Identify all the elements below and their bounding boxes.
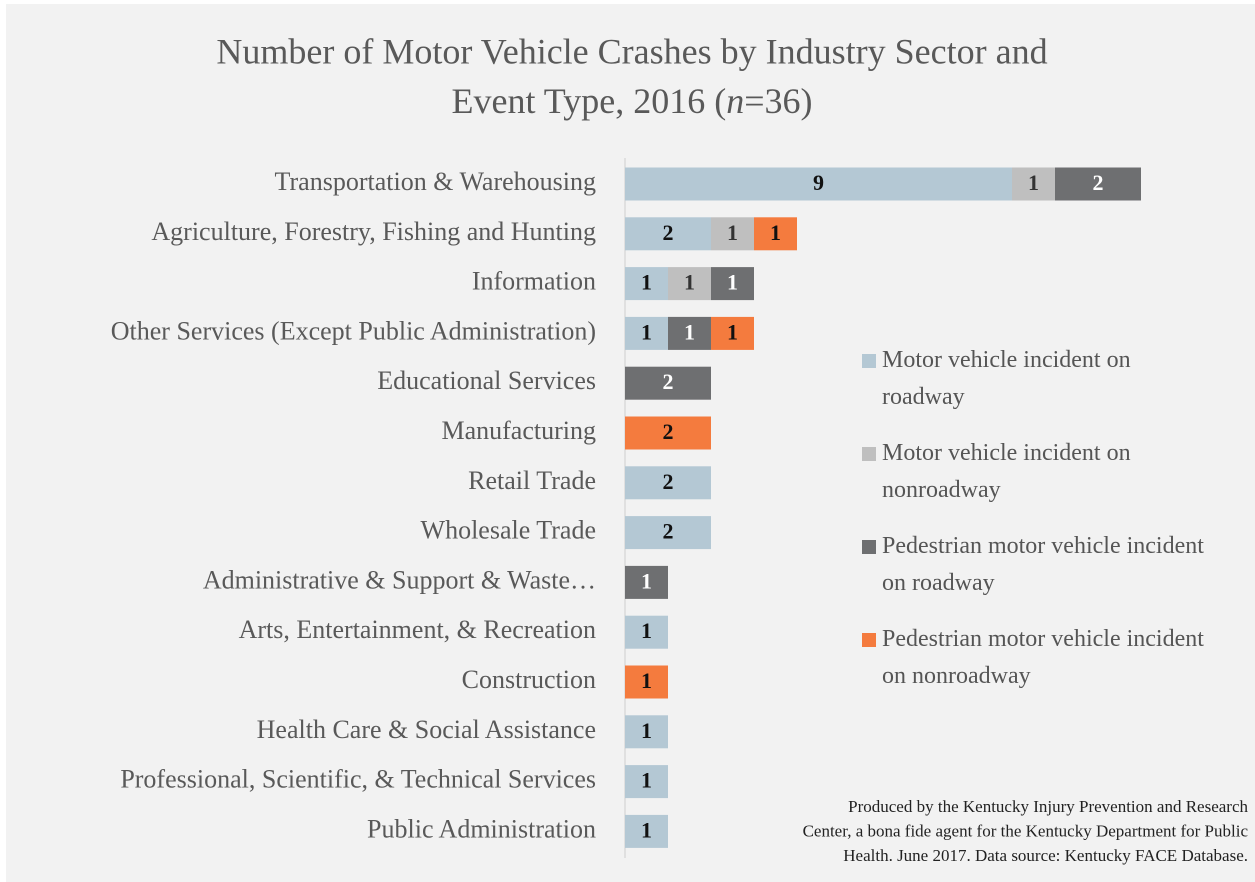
data-label: 2	[663, 469, 674, 494]
y-tick-label: Retail Trade	[468, 466, 596, 495]
bar-segment	[668, 316, 711, 350]
data-label: 2	[663, 419, 674, 444]
y-tick-label: Wholesale Trade	[421, 516, 596, 545]
source-note: Health. June 2017. Data source: Kentucky…	[843, 846, 1248, 865]
bar-segment	[711, 217, 754, 251]
source-note: Produced by the Kentucky Injury Preventi…	[848, 797, 1248, 816]
bar-segment	[625, 366, 711, 400]
legend-label: Motor vehicle incident on roadway	[882, 347, 1131, 410]
y-tick-label: Health Care & Social Assistance	[257, 715, 596, 744]
data-label: 1	[641, 817, 652, 842]
y-tick-label: Professional, Scientific, & Technical Se…	[120, 765, 596, 794]
data-label: 1	[641, 618, 652, 643]
data-label: 1	[641, 718, 652, 743]
legend-swatch	[862, 540, 876, 554]
chart-title: Event Type, 2016 (n=36)	[451, 81, 812, 121]
bar-segment	[754, 217, 797, 251]
chart-title: Number of Motor Vehicle Crashes by Indus…	[216, 31, 1047, 71]
bar-segment	[625, 665, 668, 699]
data-label: 1	[684, 270, 695, 295]
bar-segment	[625, 217, 711, 251]
bar-segment	[625, 516, 711, 550]
y-tick-label: Manufacturing	[441, 416, 596, 445]
data-label: 1	[641, 768, 652, 793]
data-label: 1	[641, 568, 652, 593]
bar-segment	[625, 466, 711, 500]
y-tick-label: Information	[472, 267, 596, 296]
y-tick-label: Construction	[462, 665, 596, 694]
bar-segment	[625, 814, 668, 848]
title-part: n	[726, 81, 744, 121]
legend-swatch	[862, 354, 876, 368]
legend-label: Motor vehicle incident on nonroadway	[882, 440, 1131, 503]
y-tick-label: Transportation & Warehousing	[275, 167, 596, 196]
title-part: =36)	[744, 81, 812, 121]
data-label: 1	[641, 319, 652, 344]
data-label: 1	[727, 220, 738, 245]
bar-segment	[625, 565, 668, 599]
bar-segment	[625, 416, 711, 450]
data-label: 1	[1028, 170, 1039, 195]
data-label: 1	[641, 270, 652, 295]
legend-label: Pedestrian motor vehicle incident on roa…	[882, 533, 1204, 596]
bar-segment	[1012, 167, 1055, 201]
bar-segment	[625, 715, 668, 749]
bar-segment	[625, 167, 1012, 201]
data-label: 2	[663, 519, 674, 544]
data-label: 2	[663, 369, 674, 394]
y-tick-label: Other Services (Except Public Administra…	[111, 316, 596, 345]
bar-segment	[625, 615, 668, 649]
data-label: 1	[727, 319, 738, 344]
data-label: 2	[663, 220, 674, 245]
legend-item: Pedestrian motor vehicle incident on roa…	[862, 528, 1207, 621]
bar-segment	[711, 316, 754, 350]
data-label: 1	[641, 668, 652, 693]
legend-swatch	[862, 633, 876, 647]
legend-label: Pedestrian motor vehicle incident on non…	[882, 626, 1204, 689]
title-part: Event Type, 2016 (	[451, 81, 726, 121]
y-tick-label: Agriculture, Forestry, Fishing and Hunti…	[151, 217, 596, 246]
data-label: 1	[727, 270, 738, 295]
legend-swatch	[862, 447, 876, 461]
bar-segment	[711, 267, 754, 301]
bar-segment	[668, 267, 711, 301]
data-label: 1	[684, 319, 695, 344]
source-note: Center, a bona fide agent for the Kentuc…	[803, 821, 1249, 840]
data-label: 2	[1093, 170, 1104, 195]
legend: Motor vehicle incident on roadway Motor v…	[862, 342, 1207, 714]
legend-item: Pedestrian motor vehicle incident on non…	[862, 621, 1207, 714]
y-tick-label: Administrative & Support & Waste…	[203, 565, 596, 594]
legend-item: Motor vehicle incident on roadway	[862, 342, 1207, 435]
data-label: 9	[813, 170, 824, 195]
data-label: 1	[770, 220, 781, 245]
y-tick-label: Educational Services	[377, 366, 596, 395]
bar-segment	[1055, 167, 1141, 201]
bar-segment	[625, 316, 668, 350]
bar-segment	[625, 267, 668, 301]
y-tick-label: Public Administration	[367, 814, 596, 843]
bar-segment	[625, 765, 668, 799]
legend-item: Motor vehicle incident on nonroadway	[862, 435, 1207, 528]
y-tick-label: Arts, Entertainment, & Recreation	[239, 615, 596, 644]
